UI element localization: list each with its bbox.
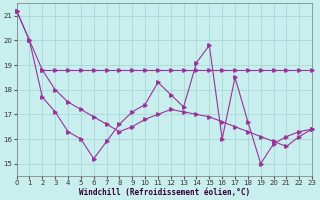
X-axis label: Windchill (Refroidissement éolien,°C): Windchill (Refroidissement éolien,°C) xyxy=(79,188,250,197)
